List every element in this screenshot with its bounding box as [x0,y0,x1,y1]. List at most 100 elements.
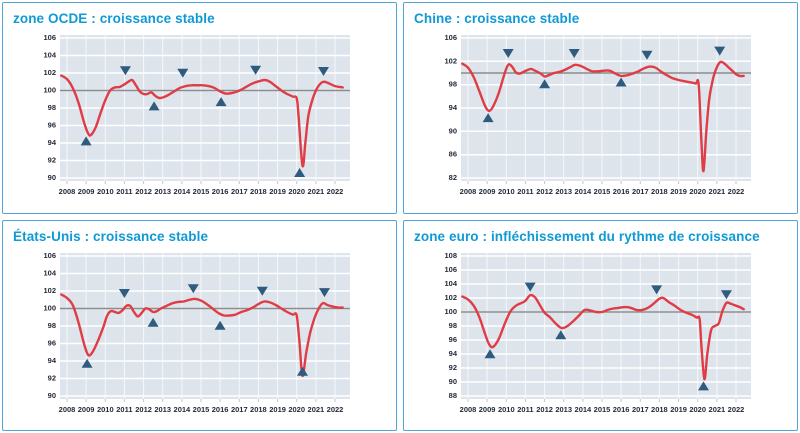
svg-text:2021: 2021 [709,187,726,196]
svg-text:2011: 2011 [116,187,132,196]
svg-text:102: 102 [43,68,56,77]
svg-text:92: 92 [449,362,457,371]
svg-text:2016: 2016 [613,187,630,196]
svg-text:2013: 2013 [154,187,171,196]
svg-text:2013: 2013 [154,405,171,414]
svg-text:2012: 2012 [135,187,152,196]
svg-text:108: 108 [444,250,457,259]
svg-text:2010: 2010 [97,187,114,196]
svg-text:2017: 2017 [231,405,248,414]
svg-text:96: 96 [48,120,56,129]
svg-text:2014: 2014 [575,405,593,414]
svg-text:2015: 2015 [594,405,611,414]
svg-text:100: 100 [444,306,457,315]
chart-title-chine: Chine : croissance stable [414,11,580,26]
svg-text:2008: 2008 [59,187,76,196]
chart-panel-etats-unis: États-Unis : croissance stable 90 92 94 96 9… [2,219,397,431]
svg-text:2011: 2011 [517,405,533,414]
svg-text:106: 106 [43,250,56,259]
svg-text:2009: 2009 [479,405,496,414]
svg-text:92: 92 [48,373,56,382]
svg-text:90: 90 [449,126,457,135]
svg-text:98: 98 [449,80,457,89]
chart-title-ocde: zone OCDE : croissance stable [13,11,215,26]
svg-text:2020: 2020 [689,187,706,196]
svg-text:2020: 2020 [288,187,305,196]
svg-text:106: 106 [43,33,56,42]
svg-text:2018: 2018 [651,405,668,414]
svg-text:104: 104 [43,268,56,277]
svg-text:2012: 2012 [536,187,553,196]
svg-text:2015: 2015 [594,187,611,196]
svg-text:2016: 2016 [613,405,630,414]
svg-text:2019: 2019 [670,405,687,414]
svg-text:102: 102 [444,292,457,301]
svg-text:2009: 2009 [78,187,95,196]
svg-text:98: 98 [449,320,457,329]
chart-panel-zone-euro: zone euro : infléchissement du rythme de… [403,219,798,431]
svg-text:94: 94 [449,103,458,112]
svg-text:2020: 2020 [288,405,305,414]
svg-text:82: 82 [449,173,457,182]
svg-text:2022: 2022 [728,405,745,414]
svg-text:2021: 2021 [709,405,726,414]
svg-text:96: 96 [48,338,56,347]
svg-text:2019: 2019 [269,405,286,414]
svg-text:104: 104 [444,278,457,287]
svg-text:2010: 2010 [97,405,114,414]
svg-text:2009: 2009 [78,405,95,414]
svg-text:94: 94 [48,355,57,364]
svg-text:2017: 2017 [231,187,248,196]
svg-text:104: 104 [43,50,56,59]
svg-text:2010: 2010 [498,405,515,414]
svg-text:2008: 2008 [460,187,477,196]
svg-text:2014: 2014 [575,187,593,196]
svg-text:90: 90 [449,376,457,385]
svg-text:2008: 2008 [460,405,477,414]
svg-text:2015: 2015 [193,405,210,414]
svg-text:90: 90 [48,390,56,399]
chart-panel-ocde: zone OCDE : croissance stable 90 92 94 96 98… [2,2,397,214]
svg-text:2016: 2016 [212,405,229,414]
svg-text:88: 88 [449,390,457,399]
svg-text:94: 94 [48,138,57,147]
svg-text:2020: 2020 [689,405,706,414]
svg-text:90: 90 [48,173,56,182]
svg-text:2011: 2011 [517,187,533,196]
svg-text:2018: 2018 [651,187,668,196]
chart-panel-chine: Chine : croissance stable 82 86 90 94 98 102 1… [403,2,798,214]
svg-text:2021: 2021 [308,405,325,414]
svg-text:2017: 2017 [632,187,649,196]
svg-text:2012: 2012 [536,405,553,414]
svg-text:2018: 2018 [250,405,267,414]
chart-title-etats-unis: États-Unis : croissance stable [13,228,209,244]
svg-text:2012: 2012 [135,405,152,414]
svg-text:2014: 2014 [174,187,192,196]
svg-text:2021: 2021 [308,187,325,196]
svg-text:2010: 2010 [498,187,515,196]
svg-text:94: 94 [449,348,458,357]
svg-text:98: 98 [48,320,56,329]
svg-text:2009: 2009 [479,187,496,196]
chart-title-zone-euro: zone euro : infléchissement du rythme de… [414,228,760,244]
svg-text:2015: 2015 [193,187,210,196]
svg-text:2022: 2022 [327,405,344,414]
svg-text:2014: 2014 [174,405,192,414]
svg-text:102: 102 [444,56,457,65]
svg-text:102: 102 [43,285,56,294]
svg-text:2019: 2019 [269,187,286,196]
svg-text:106: 106 [444,33,457,42]
svg-text:2013: 2013 [555,405,572,414]
svg-text:100: 100 [43,85,56,94]
svg-text:86: 86 [449,150,457,159]
svg-text:100: 100 [43,303,56,312]
svg-text:2022: 2022 [728,187,745,196]
svg-text:2022: 2022 [327,187,344,196]
svg-text:2017: 2017 [632,405,649,414]
svg-text:2016: 2016 [212,187,229,196]
svg-text:106: 106 [444,264,457,273]
